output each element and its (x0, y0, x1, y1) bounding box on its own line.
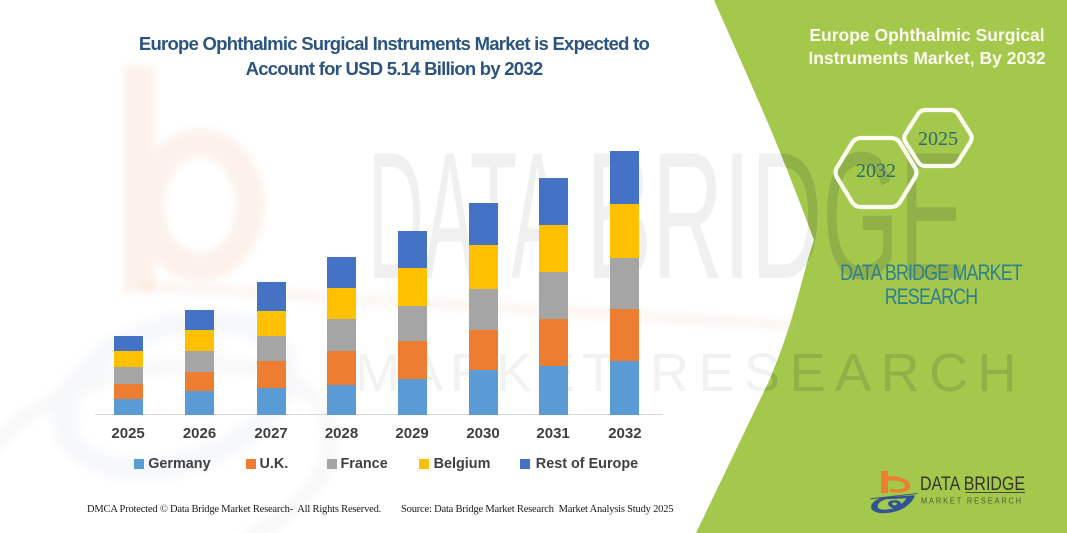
svg-text:MARKET RESEARCH: MARKET RESEARCH (921, 497, 1023, 506)
svg-text:RESEARCH: RESEARCH (650, 343, 1026, 403)
svg-text:DATA BRIDGE: DATA BRIDGE (920, 474, 1025, 495)
